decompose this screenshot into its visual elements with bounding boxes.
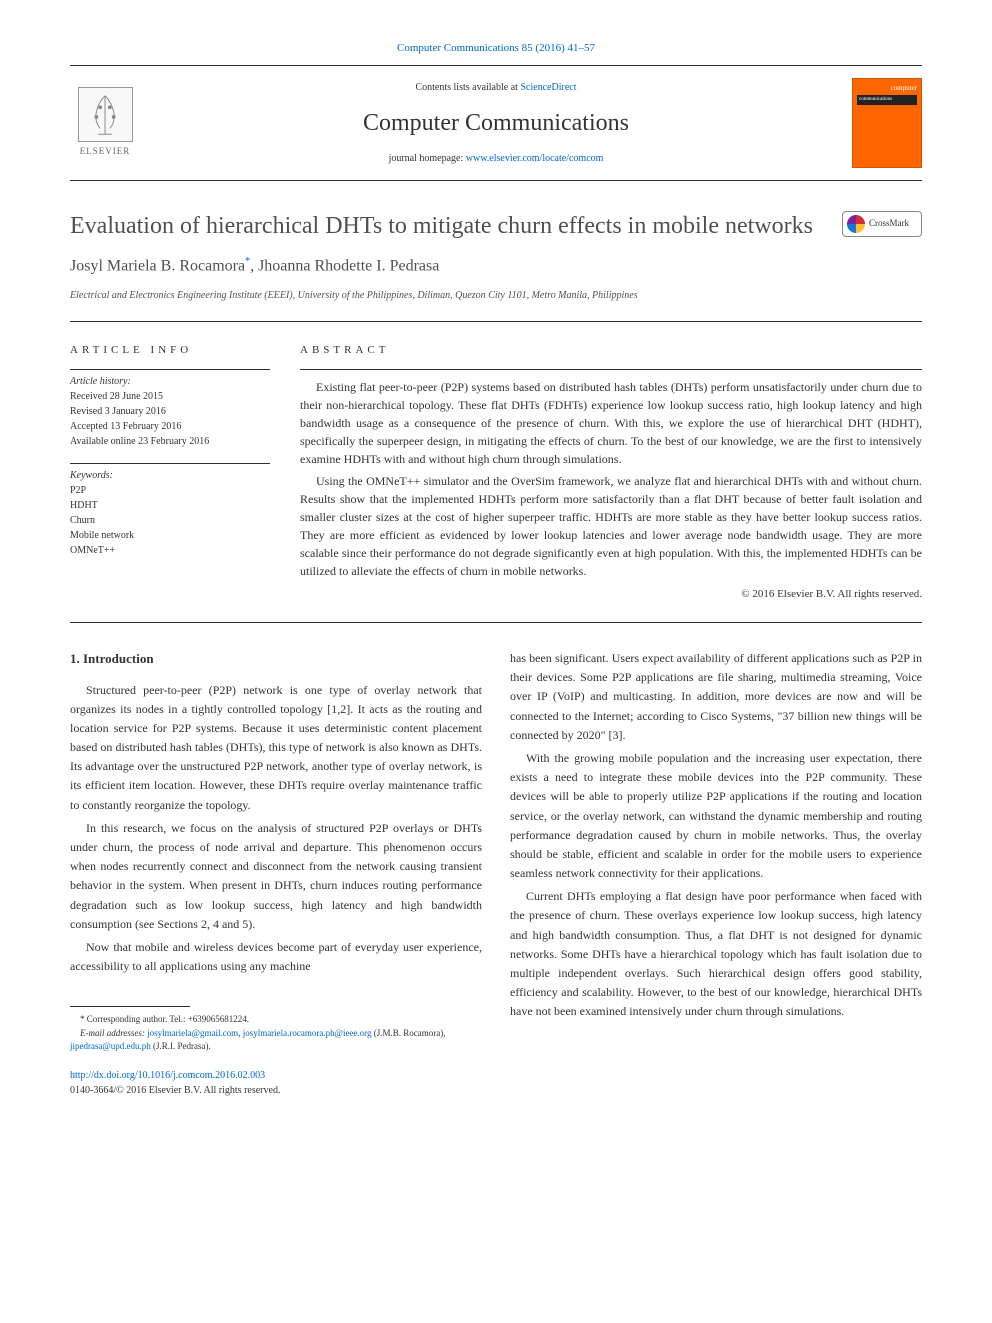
email-label: E-mail addresses: <box>80 1028 147 1038</box>
abstract-heading: ABSTRACT <box>300 342 922 359</box>
author-paren: (J.R.I. Pedrasa). <box>151 1041 211 1051</box>
homepage-prefix: journal homepage: <box>389 153 466 164</box>
body-para: In this research, we focus on the analys… <box>70 819 482 934</box>
journal-header: ELSEVIER Contents lists available at Sci… <box>70 65 922 181</box>
elsevier-tree-icon <box>78 87 133 142</box>
history-item: Revised 3 January 2016 <box>70 404 270 419</box>
doi-link[interactable]: http://dx.doi.org/10.1016/j.comcom.2016.… <box>70 1068 482 1083</box>
keyword-item: OMNeT++ <box>70 543 270 558</box>
paper-title: Evaluation of hierarchical DHTs to mitig… <box>70 211 822 242</box>
history-item: Received 28 June 2015 <box>70 389 270 404</box>
journal-cover: computer communications <box>852 78 922 168</box>
author-paren: (J.M.B. Rocamora), <box>372 1028 446 1038</box>
keyword-item: Churn <box>70 513 270 528</box>
sciencedirect-link[interactable]: ScienceDirect <box>520 82 576 93</box>
body-para: Current DHTs employing a flat design hav… <box>510 887 922 1021</box>
section-heading: 1. Introduction <box>70 649 482 669</box>
email-link[interactable]: josylmariela@gmail.com <box>147 1028 238 1038</box>
elsevier-label: ELSEVIER <box>80 145 131 159</box>
homepage-link[interactable]: www.elsevier.com/locate/comcom <box>466 153 604 164</box>
crossmark-badge[interactable]: CrossMark <box>842 211 922 237</box>
body-para: has been significant. Users expect avail… <box>510 649 922 745</box>
title-row: Evaluation of hierarchical DHTs to mitig… <box>70 211 922 242</box>
cover-title-2: communications <box>857 95 917 105</box>
issn-line: 0140-3664/© 2016 Elsevier B.V. All right… <box>70 1083 482 1098</box>
author-1: Josyl Mariela B. Rocamora <box>70 257 245 274</box>
article-info-heading: ARTICLE INFO <box>70 342 270 359</box>
email-footnote: E-mail addresses: josylmariela@gmail.com… <box>70 1027 482 1054</box>
footnote-separator <box>70 1006 190 1007</box>
contents-line: Contents lists available at ScienceDirec… <box>140 80 852 95</box>
footer-info: http://dx.doi.org/10.1016/j.comcom.2016.… <box>70 1068 482 1098</box>
keyword-item: HDHT <box>70 498 270 513</box>
elsevier-logo: ELSEVIER <box>70 83 140 163</box>
header-center: Contents lists available at ScienceDirec… <box>140 80 852 166</box>
body-para: With the growing mobile population and t… <box>510 749 922 883</box>
abstract-p1: Existing flat peer-to-peer (P2P) systems… <box>300 378 922 468</box>
contents-prefix: Contents lists available at <box>415 82 520 93</box>
author-2: , Jhoanna Rhodette I. Pedrasa <box>250 257 439 274</box>
keywords-label: Keywords: <box>70 463 270 483</box>
keyword-item: Mobile network <box>70 528 270 543</box>
history-label: Article history: <box>70 369 270 389</box>
info-abstract-row: ARTICLE INFO Article history: Received 2… <box>70 342 922 623</box>
journal-name: Computer Communications <box>140 105 852 141</box>
email-link[interactable]: josylmariela.rocamora.ph@ieee.org <box>243 1028 372 1038</box>
article-info: ARTICLE INFO Article history: Received 2… <box>70 342 270 602</box>
abstract-p2: Using the OMNeT++ simulator and the Over… <box>300 472 922 580</box>
body-columns: 1. Introduction Structured peer-to-peer … <box>70 649 922 1098</box>
keyword-item: P2P <box>70 483 270 498</box>
body-col-right: has been significant. Users expect avail… <box>510 649 922 1098</box>
abstract-text: Existing flat peer-to-peer (P2P) systems… <box>300 369 922 603</box>
corresponding-footnote: * Corresponding author. Tel.: +639065681… <box>70 1013 482 1027</box>
homepage-line: journal homepage: www.elsevier.com/locat… <box>140 151 852 166</box>
authors: Josyl Mariela B. Rocamora*, Jhoanna Rhod… <box>70 254 922 278</box>
abstract-copyright: © 2016 Elsevier B.V. All rights reserved… <box>300 586 922 603</box>
body-para: Now that mobile and wireless devices bec… <box>70 938 482 976</box>
journal-reference: Computer Communications 85 (2016) 41–57 <box>70 40 922 57</box>
crossmark-label: CrossMark <box>869 217 909 231</box>
abstract: ABSTRACT Existing flat peer-to-peer (P2P… <box>300 342 922 602</box>
email-link[interactable]: jipedrasa@upd.edu.ph <box>70 1041 151 1051</box>
affiliation: Electrical and Electronics Engineering I… <box>70 288 922 322</box>
history-item: Available online 23 February 2016 <box>70 434 270 449</box>
body-col-left: 1. Introduction Structured peer-to-peer … <box>70 649 482 1098</box>
history-item: Accepted 13 February 2016 <box>70 419 270 434</box>
crossmark-icon <box>847 215 865 233</box>
cover-title-1: computer <box>857 83 917 94</box>
body-para: Structured peer-to-peer (P2P) network is… <box>70 681 482 815</box>
